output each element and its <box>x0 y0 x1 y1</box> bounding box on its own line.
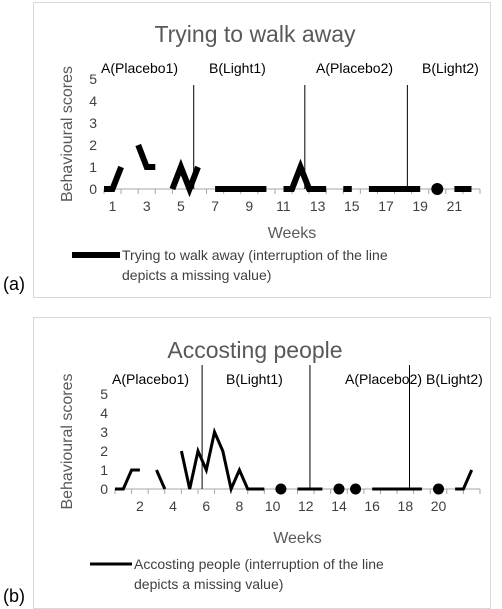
x-tick-label: 7 <box>211 198 219 214</box>
x-tick-label: 13 <box>310 198 326 214</box>
chart-title: Trying to walk away <box>154 21 356 47</box>
series-line-segment <box>135 143 156 170</box>
chart-panel-b <box>33 317 491 609</box>
y-tick-label: 3 <box>100 424 108 440</box>
x-tick-label: 16 <box>364 498 380 514</box>
panel-label-a: (a) <box>3 274 25 294</box>
x-axis-title: Weeks <box>268 225 317 242</box>
y-axis-title: Behavioural scores <box>59 373 76 509</box>
x-tick-label: 11 <box>276 198 291 214</box>
phase-label: B(Light1) <box>226 371 283 387</box>
y-tick-label: 1 <box>100 462 108 478</box>
y-tick-label: 0 <box>89 181 97 197</box>
x-tick-label: 9 <box>245 198 253 214</box>
chart-panel-a <box>33 2 491 298</box>
x-tick-label: 20 <box>431 498 447 514</box>
x-tick-label: 8 <box>236 498 244 514</box>
x-tick-label: 21 <box>447 198 463 214</box>
phase-label: A(Placebo2) <box>316 60 393 76</box>
x-tick-label: 18 <box>398 498 414 514</box>
y-tick-label: 4 <box>89 93 97 109</box>
series-line-segment <box>283 158 327 192</box>
y-tick-label: 4 <box>100 405 108 421</box>
y-axis-title: Behavioural scores <box>59 66 76 202</box>
phase-label: B(Light2) <box>426 371 483 387</box>
y-tick-label: 5 <box>100 386 108 402</box>
x-tick-label: 17 <box>378 198 394 214</box>
data-point <box>333 483 345 495</box>
series-line-segment <box>455 469 474 491</box>
x-tick-label: 15 <box>344 198 360 214</box>
legend-label: Accosting people (interruption of the li… <box>134 556 384 592</box>
phase-label: A(Placebo1) <box>112 371 189 387</box>
panel-label-b: (b) <box>3 586 25 606</box>
x-tick-label: 10 <box>265 498 281 514</box>
data-point <box>433 483 445 495</box>
series-line-segment <box>104 165 124 192</box>
x-tick-label: 12 <box>298 498 314 514</box>
x-tick-label: 14 <box>331 498 347 514</box>
y-tick-label: 2 <box>100 443 108 459</box>
y-tick-label: 3 <box>89 115 97 131</box>
chart-title: Accosting people <box>167 337 342 363</box>
legend-label: Trying to walk away (interruption of the… <box>122 247 388 283</box>
x-tick-label: 3 <box>143 198 151 214</box>
y-tick-label: 1 <box>89 159 97 175</box>
phase-label: A(Placebo1) <box>101 60 178 76</box>
x-tick-label: 5 <box>177 198 185 214</box>
phase-label: B(Light2) <box>422 60 479 76</box>
data-point <box>275 483 287 495</box>
y-tick-label: 5 <box>89 71 97 87</box>
series-line-segment <box>169 158 201 198</box>
x-tick-label: 19 <box>412 198 428 214</box>
x-axis-title: Weeks <box>273 530 322 547</box>
data-point <box>431 183 444 195</box>
series-line-segment <box>115 468 140 491</box>
x-tick-label: 1 <box>109 198 117 214</box>
x-tick-label: 6 <box>202 498 210 514</box>
phase-label: B(Light1) <box>209 60 266 76</box>
x-tick-label: 2 <box>136 498 144 514</box>
y-tick-label: 0 <box>100 481 108 497</box>
data-point <box>350 483 362 495</box>
phase-label: A(Placebo2) <box>345 371 422 387</box>
y-tick-label: 2 <box>89 137 97 153</box>
series-line-segment <box>179 427 265 494</box>
series-line-segment <box>155 469 167 490</box>
x-tick-label: 4 <box>169 498 177 514</box>
